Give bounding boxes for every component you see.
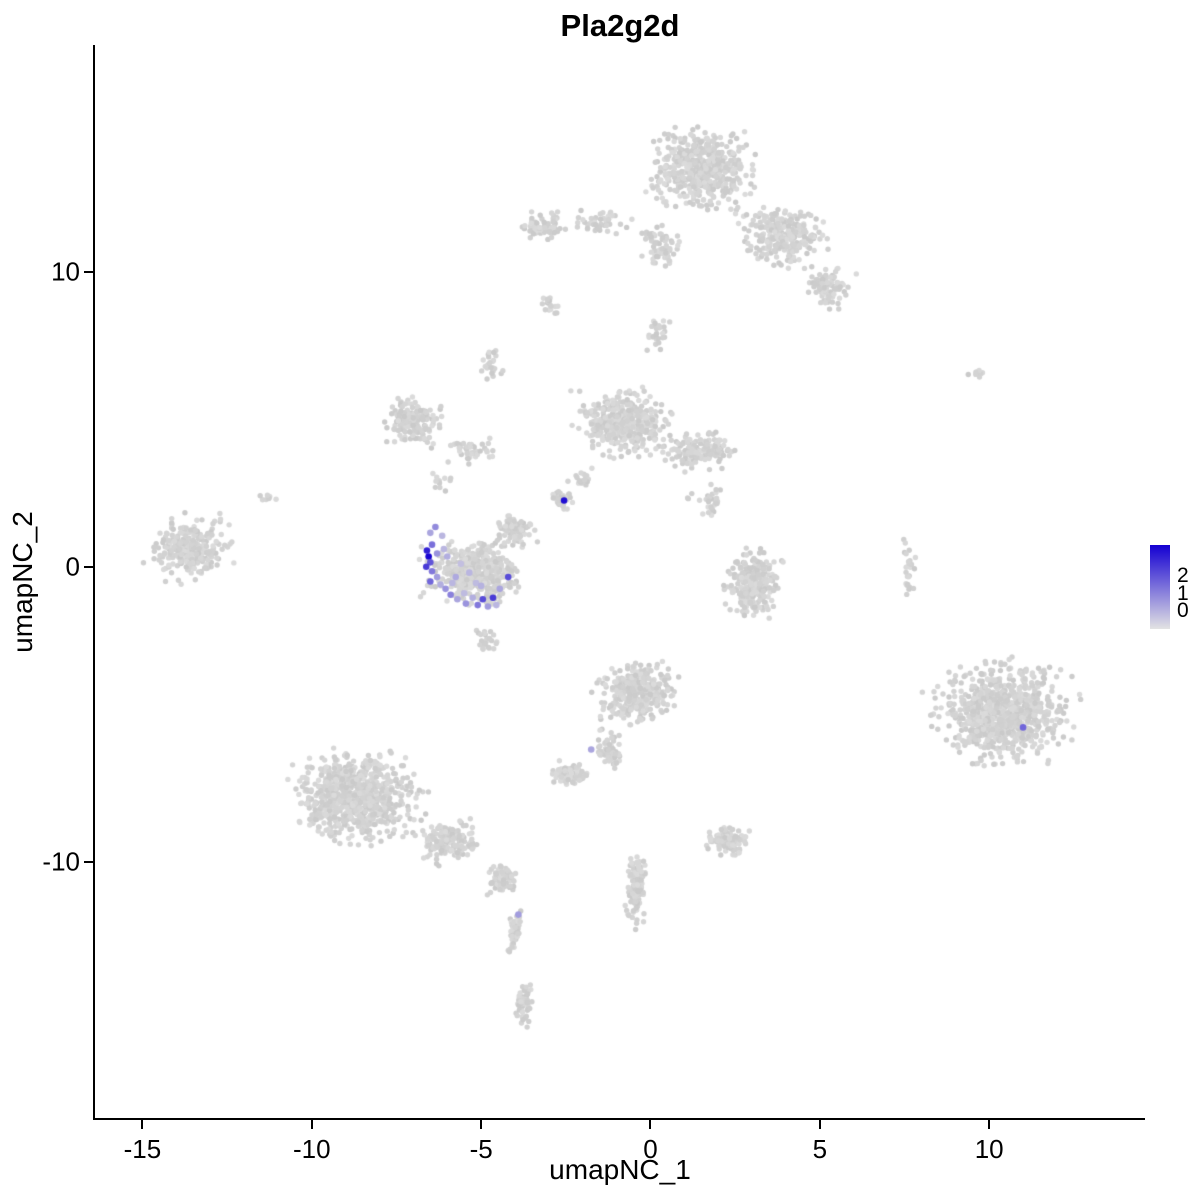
x-tick-label: -10 <box>292 1134 331 1164</box>
x-axis-tick-mark <box>310 1120 313 1129</box>
legend-tick-label: 1 <box>1177 581 1189 605</box>
y-tick-label: 0 <box>65 551 80 582</box>
colorbar-gradient <box>1150 545 1170 629</box>
legend-tick-label: 0 <box>1177 599 1189 623</box>
x-axis-label: umapNC_1 <box>549 1154 691 1185</box>
x-tick-label: 10 <box>974 1134 1004 1164</box>
x-tick-label: -15 <box>123 1134 162 1164</box>
x-tick-label: 0 <box>643 1134 658 1164</box>
x-tick-label: -5 <box>469 1134 493 1164</box>
y-tick-label: 10 <box>51 256 80 287</box>
y-axis-tick-mark <box>84 565 93 568</box>
x-axis-tick-mark <box>649 1120 652 1129</box>
x-tick-label: 5 <box>812 1134 828 1164</box>
y-axis-tick-mark <box>84 860 93 863</box>
x-axis-line <box>93 1118 1145 1120</box>
legend-tick-label: 2 <box>1177 564 1189 588</box>
x-axis-tick-mark <box>141 1120 144 1129</box>
y-axis-line <box>93 45 95 1120</box>
umap-scatter-canvas <box>95 45 1145 1118</box>
y-tick-label: -10 <box>42 846 80 877</box>
y-axis-tick-mark <box>84 270 93 273</box>
x-axis-tick-mark <box>480 1120 483 1129</box>
plot-title: Pla2g2d <box>560 8 680 43</box>
x-axis-tick-mark <box>818 1120 821 1129</box>
x-axis-tick-mark <box>988 1120 991 1129</box>
